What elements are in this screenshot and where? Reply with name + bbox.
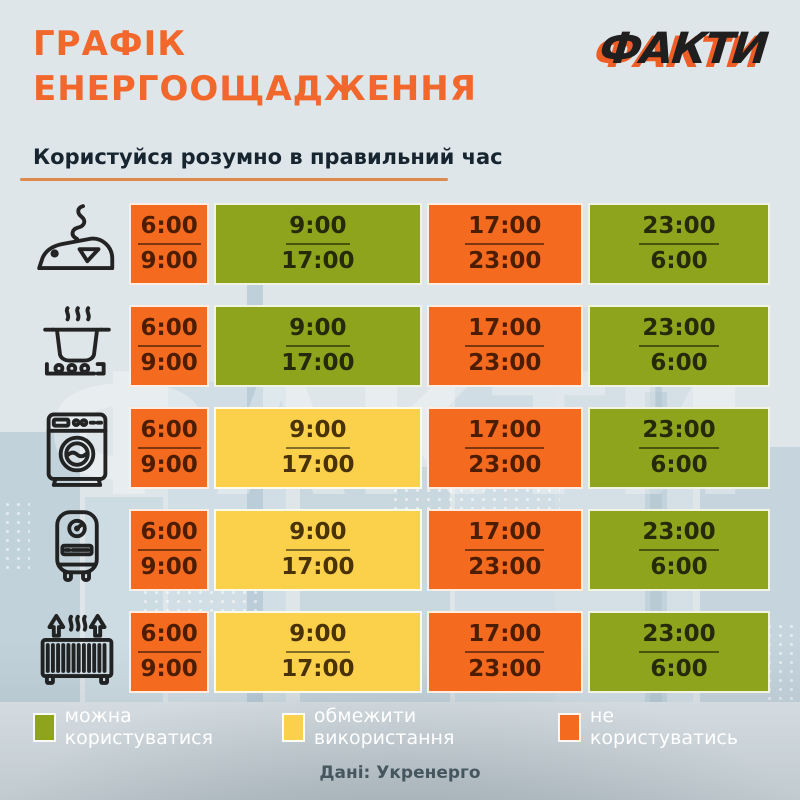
time-start: 6:00 bbox=[137, 315, 201, 347]
time-block: 6:00 9:00 bbox=[129, 305, 210, 387]
legend-label: обмежити використання bbox=[313, 705, 455, 749]
allowed-swatch bbox=[33, 712, 56, 742]
time-block: 17:00 23:00 bbox=[426, 305, 584, 387]
time-end: 23:00 bbox=[468, 655, 542, 682]
time-start: 9:00 bbox=[286, 621, 350, 653]
time-block: 23:00 6:00 bbox=[588, 611, 770, 693]
time-start: 23:00 bbox=[639, 315, 719, 347]
time-start: 17:00 bbox=[465, 213, 545, 245]
dot-pattern bbox=[140, 588, 260, 612]
time-end: 9:00 bbox=[140, 247, 198, 274]
time-end: 17:00 bbox=[281, 553, 355, 580]
fakty-logo: ФАКТИ bbox=[596, 24, 769, 74]
time-end: 23:00 bbox=[468, 349, 542, 376]
page-title: ГРАФІК ЕНЕРГООЩАДЖЕННЯ bbox=[33, 22, 477, 112]
time-start: 23:00 bbox=[639, 213, 719, 245]
time-blocks: 6:00 9:00 9:00 17:00 17:00 23:00 23:00 6… bbox=[129, 203, 770, 285]
time-block: 17:00 23:00 bbox=[426, 611, 584, 693]
time-block: 9:00 17:00 bbox=[214, 611, 422, 693]
time-start: 17:00 bbox=[465, 315, 545, 347]
time-end: 6:00 bbox=[650, 451, 708, 478]
time-end: 17:00 bbox=[281, 451, 355, 478]
data-source: Дані: Укренерго bbox=[319, 763, 481, 783]
legend-item-forbidden: не користуватись bbox=[558, 705, 765, 749]
washing-machine-icon bbox=[25, 405, 129, 491]
time-block: 6:00 9:00 bbox=[129, 407, 210, 489]
time-blocks: 6:00 9:00 9:00 17:00 17:00 23:00 23:00 6… bbox=[129, 611, 770, 693]
time-block: 17:00 23:00 bbox=[426, 509, 584, 591]
time-end: 9:00 bbox=[140, 553, 198, 580]
stove-pot-icon bbox=[25, 303, 129, 389]
time-start: 6:00 bbox=[137, 213, 201, 245]
time-end: 17:00 bbox=[281, 655, 355, 682]
schedule-row-stove: 6:00 9:00 9:00 17:00 17:00 23:00 23:00 6… bbox=[25, 305, 770, 387]
time-block: 23:00 6:00 bbox=[588, 509, 770, 591]
legend-label: можна користуватися bbox=[64, 705, 214, 749]
limited-swatch bbox=[282, 712, 305, 742]
time-block: 23:00 6:00 bbox=[588, 203, 770, 285]
iron-icon bbox=[25, 201, 129, 287]
schedule-row-heater: 6:00 9:00 9:00 17:00 17:00 23:00 23:00 6… bbox=[25, 611, 770, 693]
time-end: 6:00 bbox=[650, 655, 708, 682]
time-start: 9:00 bbox=[286, 315, 350, 347]
time-end: 6:00 bbox=[650, 349, 708, 376]
time-blocks: 6:00 9:00 9:00 17:00 17:00 23:00 23:00 6… bbox=[129, 509, 770, 591]
legend-item-allowed: можна користуватися bbox=[33, 705, 282, 749]
time-block: 6:00 9:00 bbox=[129, 611, 210, 693]
time-block: 17:00 23:00 bbox=[426, 407, 584, 489]
title-line-2: ЕНЕРГООЩАДЖЕННЯ bbox=[33, 68, 477, 109]
time-end: 23:00 bbox=[468, 451, 542, 478]
legend-label: не користуватись bbox=[589, 705, 739, 749]
time-start: 6:00 bbox=[137, 417, 201, 449]
schedule-row-iron: 6:00 9:00 9:00 17:00 17:00 23:00 23:00 6… bbox=[25, 203, 770, 285]
time-block: 9:00 17:00 bbox=[214, 203, 422, 285]
schedule-row-water-heater: 6:00 9:00 9:00 17:00 17:00 23:00 23:00 6… bbox=[25, 509, 770, 591]
dot-pattern bbox=[390, 486, 560, 510]
time-end: 9:00 bbox=[140, 349, 198, 376]
time-end: 6:00 bbox=[650, 247, 708, 274]
time-end: 23:00 bbox=[468, 247, 542, 274]
forbidden-swatch bbox=[558, 712, 581, 742]
subtitle-underline bbox=[20, 178, 448, 181]
time-start: 23:00 bbox=[639, 621, 719, 653]
time-end: 17:00 bbox=[281, 349, 355, 376]
time-start: 6:00 bbox=[137, 621, 201, 653]
schedule-table: 6:00 9:00 9:00 17:00 17:00 23:00 23:00 6… bbox=[25, 203, 770, 713]
time-start: 23:00 bbox=[639, 519, 719, 551]
subtitle: Користуйся розумно в правильний час bbox=[33, 145, 503, 169]
time-end: 6:00 bbox=[650, 553, 708, 580]
time-block: 17:00 23:00 bbox=[426, 203, 584, 285]
time-start: 17:00 bbox=[465, 417, 545, 449]
time-block: 9:00 17:00 bbox=[214, 509, 422, 591]
dot-pattern bbox=[2, 500, 30, 572]
time-block: 6:00 9:00 bbox=[129, 509, 210, 591]
time-end: 9:00 bbox=[140, 451, 198, 478]
time-end: 9:00 bbox=[140, 655, 198, 682]
time-block: 23:00 6:00 bbox=[588, 407, 770, 489]
time-start: 9:00 bbox=[286, 213, 350, 245]
time-start: 17:00 bbox=[465, 621, 545, 653]
time-start: 9:00 bbox=[286, 417, 350, 449]
legend: можна користуватися обмежити використанн… bbox=[33, 705, 765, 749]
legend-item-limited: обмежити використання bbox=[282, 705, 558, 749]
time-start: 6:00 bbox=[137, 519, 201, 551]
schedule-row-washing-machine: 6:00 9:00 9:00 17:00 17:00 23:00 23:00 6… bbox=[25, 407, 770, 489]
title-line-1: ГРАФІК bbox=[33, 24, 187, 64]
time-blocks: 6:00 9:00 9:00 17:00 17:00 23:00 23:00 6… bbox=[129, 407, 770, 489]
time-start: 9:00 bbox=[286, 519, 350, 551]
time-start: 23:00 bbox=[639, 417, 719, 449]
time-block: 9:00 17:00 bbox=[214, 305, 422, 387]
time-block: 23:00 6:00 bbox=[588, 305, 770, 387]
time-blocks: 6:00 9:00 9:00 17:00 17:00 23:00 23:00 6… bbox=[129, 305, 770, 387]
water-heater-icon bbox=[25, 507, 129, 593]
time-start: 17:00 bbox=[465, 519, 545, 551]
time-block: 9:00 17:00 bbox=[214, 407, 422, 489]
radiator-heater-icon bbox=[25, 609, 129, 695]
time-block: 6:00 9:00 bbox=[129, 203, 210, 285]
time-end: 17:00 bbox=[281, 247, 355, 274]
time-end: 23:00 bbox=[468, 553, 542, 580]
